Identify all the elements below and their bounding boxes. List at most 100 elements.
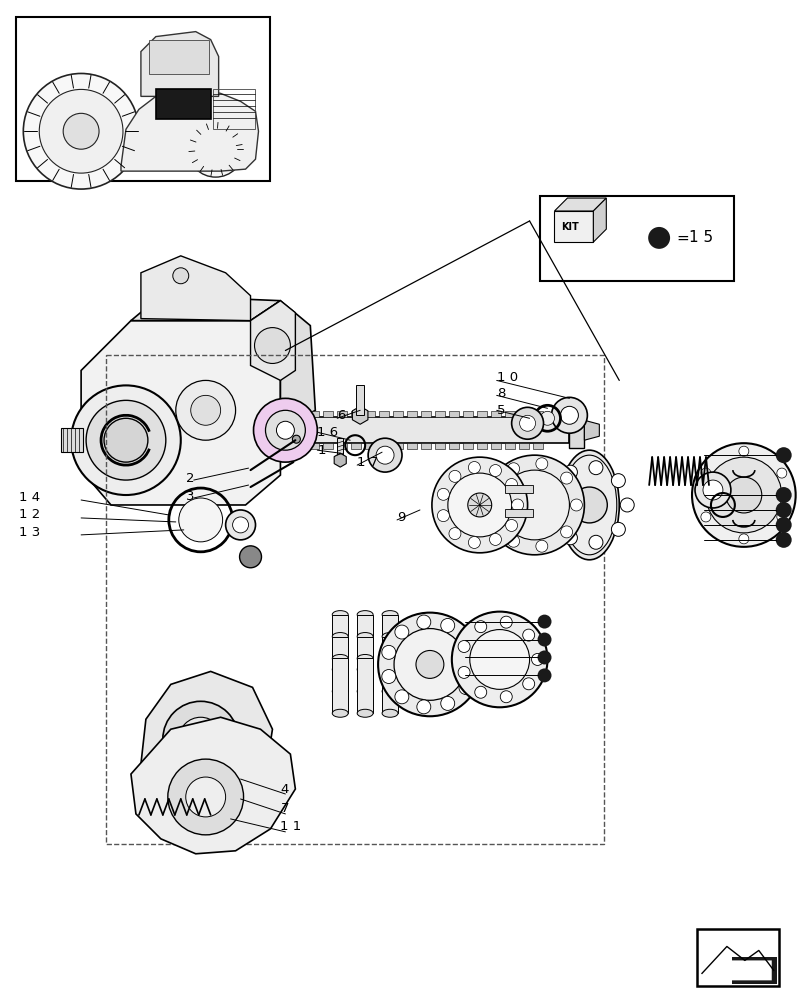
Polygon shape [352,406,367,424]
Polygon shape [532,443,542,449]
Polygon shape [554,198,606,211]
Text: 1 3: 1 3 [19,526,41,539]
Circle shape [700,512,710,522]
Ellipse shape [332,687,348,695]
Circle shape [451,612,547,707]
Text: 2: 2 [186,472,194,485]
Bar [16,17,270,181]
Ellipse shape [561,455,616,555]
Polygon shape [337,443,347,449]
Ellipse shape [382,709,397,717]
Circle shape [775,532,791,548]
Circle shape [776,468,786,478]
Polygon shape [131,717,295,854]
Circle shape [440,696,454,710]
Polygon shape [365,443,375,449]
Polygon shape [518,411,528,417]
Circle shape [104,418,148,462]
Text: 1 0: 1 0 [496,371,517,384]
Polygon shape [141,671,272,809]
Circle shape [775,487,791,503]
Bar [539,196,733,281]
Text: 1 6: 1 6 [317,426,338,439]
Circle shape [448,528,461,540]
Polygon shape [379,411,388,417]
Circle shape [378,613,481,716]
Bar [504,485,532,493]
Text: KIT: KIT [560,222,578,232]
Circle shape [437,488,448,500]
Bar [212,89,254,129]
Circle shape [484,455,584,555]
Polygon shape [584,420,599,440]
Circle shape [691,443,795,547]
Circle shape [560,406,577,424]
Circle shape [560,526,572,538]
Polygon shape [476,411,486,417]
Circle shape [588,461,603,475]
Circle shape [537,615,551,629]
Text: 5: 5 [496,404,504,417]
Bar [382,637,397,691]
Ellipse shape [357,665,372,673]
Circle shape [415,650,444,678]
Ellipse shape [332,633,348,641]
Circle shape [511,407,543,439]
Polygon shape [295,411,305,417]
Circle shape [546,485,560,499]
Circle shape [776,512,786,522]
Circle shape [187,121,243,177]
Circle shape [394,625,408,639]
Circle shape [489,465,501,477]
Circle shape [474,621,486,633]
Bar [156,89,210,119]
Polygon shape [141,256,251,321]
Polygon shape [702,948,770,980]
Circle shape [511,499,523,511]
Circle shape [738,446,748,456]
Polygon shape [323,411,333,417]
Ellipse shape [357,611,372,619]
Circle shape [71,385,181,495]
Circle shape [505,479,517,490]
Circle shape [551,397,586,433]
Bar [332,658,348,713]
Circle shape [178,498,222,542]
Polygon shape [365,411,375,417]
Ellipse shape [382,654,397,662]
Polygon shape [141,32,218,96]
Ellipse shape [382,633,397,641]
Bar [337,438,343,460]
Circle shape [191,395,221,425]
Circle shape [437,510,448,522]
Circle shape [39,89,122,173]
Circle shape [522,678,534,690]
Circle shape [507,463,519,475]
Text: 1 7: 1 7 [357,456,378,469]
Polygon shape [131,296,280,321]
Circle shape [458,681,472,695]
Circle shape [466,657,479,671]
Circle shape [738,534,748,544]
Circle shape [467,493,491,517]
Polygon shape [448,443,458,449]
Circle shape [394,690,408,704]
Circle shape [694,472,730,508]
Text: 1 2: 1 2 [19,508,41,521]
Text: 7: 7 [280,802,289,815]
Polygon shape [554,211,593,242]
Bar [382,615,397,669]
Circle shape [588,535,603,549]
Circle shape [507,535,519,547]
Polygon shape [435,411,444,417]
Ellipse shape [357,687,372,695]
Polygon shape [334,453,345,467]
Ellipse shape [382,687,397,695]
Circle shape [416,700,431,714]
Circle shape [500,616,512,628]
Circle shape [489,533,501,545]
Circle shape [225,510,255,540]
Circle shape [168,759,243,835]
Circle shape [500,691,512,703]
Polygon shape [476,443,486,449]
